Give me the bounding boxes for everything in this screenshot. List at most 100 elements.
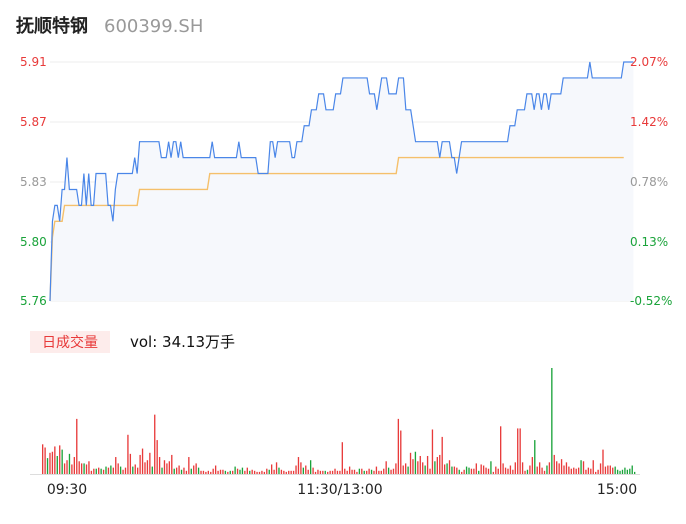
- volume-bar: [280, 469, 283, 474]
- percent-tick-label: 2.07%: [630, 55, 668, 69]
- volume-bar: [63, 463, 66, 474]
- volume-bar: [266, 468, 268, 474]
- volume-bar: [110, 465, 112, 474]
- volume-bar: [253, 470, 256, 474]
- volume-bar: [534, 440, 536, 474]
- volume-bar: [261, 470, 263, 474]
- volume-bar: [563, 465, 565, 474]
- volume-bar: [88, 461, 90, 474]
- volume-bar: [297, 457, 300, 474]
- volume-bar: [129, 453, 132, 474]
- volume-bar: [607, 465, 609, 474]
- volume-bar: [137, 467, 139, 474]
- volume-bar: [168, 461, 171, 474]
- volume-bar: [519, 428, 521, 474]
- average-price-line: [49, 156, 624, 302]
- volume-bar: [482, 465, 485, 474]
- volume-bar: [366, 470, 368, 474]
- volume-bar: [78, 461, 80, 474]
- volume-bar: [631, 465, 633, 474]
- volume-bar: [531, 457, 534, 474]
- volume-bar: [227, 471, 229, 474]
- volume-bar: [412, 459, 414, 474]
- volume-bar: [436, 457, 438, 474]
- volume-bar: [180, 469, 183, 474]
- stock-header: 抚顺特钢 600399.SH: [16, 12, 203, 40]
- volume-tab[interactable]: 日成交量: [30, 331, 110, 353]
- volume-bar: [183, 467, 185, 474]
- volume-bar: [51, 451, 54, 474]
- volume-bar: [46, 458, 49, 474]
- volume-bar: [54, 446, 56, 474]
- volume-bar: [624, 467, 626, 474]
- volume-bar: [512, 469, 514, 474]
- volume-bar: [244, 470, 246, 474]
- volume-bar: [577, 467, 580, 474]
- percent-tick-label: 1.42%: [630, 115, 668, 129]
- price-tick-label: 5.83: [20, 175, 47, 189]
- volume-bar: [275, 462, 278, 474]
- volume-bar: [66, 460, 68, 474]
- volume-bar: [465, 466, 468, 474]
- volume-bar: [461, 471, 463, 474]
- volume-bar: [458, 469, 460, 474]
- volume-bar: [448, 460, 451, 474]
- volume-bar: [200, 470, 202, 474]
- volume-bar: [378, 470, 380, 474]
- volume-bar: [80, 463, 83, 474]
- volume-bar: [502, 463, 504, 474]
- volume-bar: [431, 429, 434, 474]
- volume-bar: [417, 461, 419, 474]
- volume-bar: [526, 469, 529, 474]
- volume-bar: [619, 470, 621, 474]
- volume-bar: [246, 467, 248, 474]
- volume-bar: [134, 464, 136, 474]
- volume-bar: [163, 460, 166, 474]
- volume-bar: [195, 463, 197, 474]
- volume-bar: [587, 467, 590, 474]
- volume-bar: [585, 469, 587, 474]
- volume-bar: [173, 468, 175, 474]
- volume-bar: [492, 471, 495, 474]
- volume-bar: [302, 467, 304, 474]
- price-tick-label: 5.87: [20, 115, 47, 129]
- volume-bar: [171, 454, 173, 474]
- volume-bar: [470, 468, 473, 474]
- volume-bar: [307, 469, 309, 474]
- volume-bar: [278, 467, 280, 474]
- volume-bar: [424, 465, 426, 474]
- volume-bar: [122, 469, 124, 474]
- volume-bar: [565, 462, 568, 474]
- price-tick-label: 5.91: [20, 55, 47, 69]
- volume-bar: [541, 467, 543, 474]
- volume-bar: [439, 454, 441, 474]
- volume-bar: [380, 470, 382, 474]
- volume-bar: [351, 469, 353, 474]
- time-tick-label: 15:00: [597, 482, 637, 498]
- volume-bar: [139, 454, 141, 474]
- volume-bar: [61, 449, 63, 474]
- volume-bar: [44, 447, 46, 474]
- volume-bar: [117, 463, 119, 474]
- volume-bar: [383, 468, 385, 474]
- volume-bar: [451, 466, 453, 474]
- volume-bar: [463, 469, 465, 474]
- time-axis: 09:30 11:30/13:00 15:00: [30, 474, 640, 498]
- volume-bar: [560, 459, 563, 474]
- volume-bar: [149, 452, 151, 474]
- volume-bar: [514, 462, 516, 474]
- volume-bar: [441, 436, 443, 474]
- price-axis-left: 5.91 5.87 5.83 5.80 5.76: [20, 55, 47, 308]
- volume-bar: [419, 455, 421, 474]
- volume-bar: [407, 466, 409, 474]
- percent-tick-label: -0.52%: [630, 294, 672, 308]
- percent-tick-label: 0.78%: [630, 175, 668, 189]
- stock-code: 600399.SH: [104, 16, 204, 37]
- volume-bar: [132, 466, 134, 474]
- volume-bar: [443, 464, 446, 474]
- volume-bar: [497, 468, 499, 474]
- volume-bar: [551, 368, 553, 474]
- volume-bar: [256, 471, 258, 474]
- volume-bar: [590, 468, 592, 474]
